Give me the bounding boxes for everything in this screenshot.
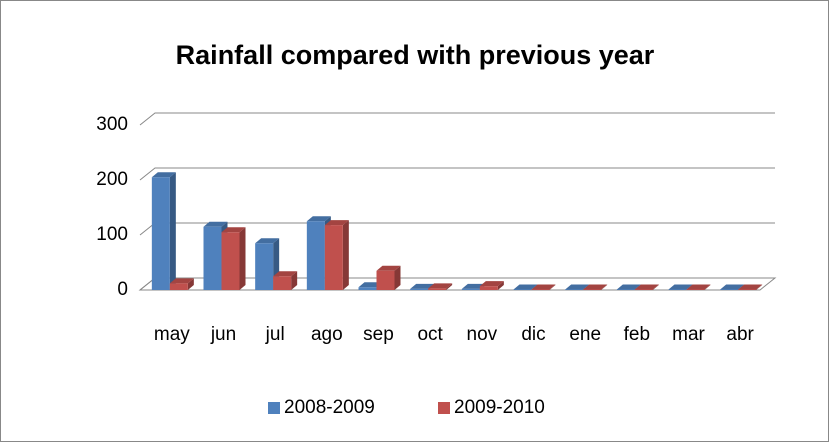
bar-front xyxy=(151,177,170,290)
bar-side xyxy=(756,284,763,290)
bar-top xyxy=(273,271,298,277)
bar-side xyxy=(704,284,711,290)
bar-top xyxy=(583,284,608,290)
bar xyxy=(221,227,246,290)
bar-top xyxy=(203,221,228,227)
bar-front xyxy=(616,289,635,290)
bar-top xyxy=(324,220,349,226)
bar-top xyxy=(531,284,556,290)
bar-top xyxy=(410,283,435,289)
bar-front xyxy=(169,283,188,290)
y-tick-label: 0 xyxy=(117,279,128,300)
bar-top xyxy=(616,284,641,290)
bar-front xyxy=(255,243,274,290)
bar-front xyxy=(513,289,532,290)
bar xyxy=(634,284,659,290)
bar-front xyxy=(461,288,480,290)
bar xyxy=(531,284,556,290)
bar xyxy=(151,172,176,290)
bar-front xyxy=(376,270,395,290)
bar-side xyxy=(601,284,608,290)
x-tick-label: ago xyxy=(311,324,343,345)
bar xyxy=(686,284,711,290)
bar-side xyxy=(291,271,298,290)
bar-side xyxy=(169,172,176,290)
grid-line xyxy=(139,167,775,181)
bar-front xyxy=(738,289,757,290)
bar-front xyxy=(324,225,343,290)
bar-side xyxy=(549,284,556,290)
bar-top xyxy=(169,278,194,284)
bar-top xyxy=(634,284,659,290)
bar-top xyxy=(565,284,590,290)
y-tick-label: 300 xyxy=(96,114,128,135)
bar-side xyxy=(394,265,401,290)
bar xyxy=(738,284,763,290)
bar-front xyxy=(273,276,292,290)
legend-swatch xyxy=(268,402,280,414)
bar-top xyxy=(668,284,693,290)
x-tick-label: may xyxy=(154,324,190,345)
legend-swatch xyxy=(438,402,450,414)
x-tick-label: mar xyxy=(672,324,705,345)
bar xyxy=(169,278,194,290)
x-tick-label: dic xyxy=(521,324,545,345)
bar-front xyxy=(358,287,377,290)
bar-top xyxy=(306,216,331,222)
bar xyxy=(376,265,401,290)
bar-front xyxy=(583,289,602,290)
bar-top xyxy=(376,265,401,271)
y-tick-label: 100 xyxy=(96,224,128,245)
x-tick-label: jul xyxy=(265,324,285,345)
legend-label: 2009-2010 xyxy=(454,397,545,418)
bar-front xyxy=(531,289,550,290)
bar xyxy=(583,284,608,290)
bar-side xyxy=(652,284,659,290)
bar-top xyxy=(720,284,745,290)
x-tick-label: oct xyxy=(417,324,443,345)
bar-front xyxy=(668,289,687,290)
x-tick-label: nov xyxy=(467,324,498,345)
legend-label: 2008-2009 xyxy=(284,397,375,418)
bar-top xyxy=(428,283,453,289)
bar-top xyxy=(686,284,711,290)
x-tick-label: jun xyxy=(210,324,236,345)
bar-top xyxy=(151,172,176,178)
bar-side xyxy=(187,278,194,290)
bar xyxy=(273,271,298,290)
grid-line xyxy=(139,112,775,126)
bar-side xyxy=(342,220,349,290)
bar-side xyxy=(497,281,504,290)
x-tick-label: ene xyxy=(569,324,601,345)
bar-front xyxy=(634,289,653,290)
bar-front xyxy=(720,289,739,290)
bar xyxy=(479,281,504,290)
x-tick-label: feb xyxy=(624,324,650,345)
bar-top xyxy=(255,238,280,244)
bar-front xyxy=(221,232,240,290)
x-tick-label: sep xyxy=(363,324,394,345)
bar-front xyxy=(306,221,325,290)
bar-top xyxy=(513,284,538,290)
y-tick-label: 200 xyxy=(96,169,128,190)
bar-front xyxy=(565,289,584,290)
bar-front xyxy=(410,288,429,290)
bar xyxy=(428,283,453,290)
bar xyxy=(324,220,349,290)
bar-front xyxy=(428,288,447,290)
bar-side xyxy=(446,283,453,290)
bar-top xyxy=(479,281,504,287)
x-tick-label: abr xyxy=(726,324,754,345)
bar-front xyxy=(203,226,222,290)
bar-front xyxy=(686,289,705,290)
bar-top xyxy=(221,227,246,233)
bar-side xyxy=(239,227,246,290)
bar-front xyxy=(479,286,498,290)
bar-top xyxy=(738,284,763,290)
chart-title: Rainfall compared with previous year xyxy=(176,40,655,70)
